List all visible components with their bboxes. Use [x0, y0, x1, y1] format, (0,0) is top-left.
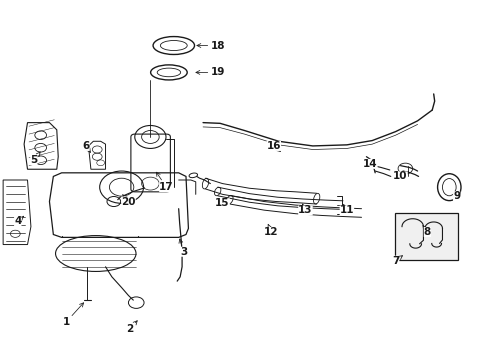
Bar [394, 213, 457, 260]
Text: 11: 11 [339, 204, 353, 216]
Text: 14: 14 [362, 159, 377, 169]
Text: 5: 5 [30, 152, 40, 165]
Text: 15: 15 [215, 198, 229, 208]
Text: 13: 13 [298, 204, 312, 216]
Text: 18: 18 [197, 41, 224, 50]
Text: 2: 2 [126, 321, 137, 334]
Text: 6: 6 [82, 141, 90, 152]
Text: 12: 12 [264, 224, 278, 237]
Text: 20: 20 [121, 194, 136, 207]
Text: 7: 7 [391, 256, 402, 266]
Text: 9: 9 [452, 191, 459, 201]
Text: 3: 3 [179, 239, 187, 257]
Text: 1: 1 [63, 303, 83, 327]
Text: 4: 4 [14, 216, 23, 226]
Text: 10: 10 [392, 171, 408, 181]
Text: 19: 19 [196, 67, 224, 77]
Text: 8: 8 [422, 225, 430, 237]
Text: 16: 16 [266, 141, 281, 152]
Text: 17: 17 [156, 172, 173, 192]
